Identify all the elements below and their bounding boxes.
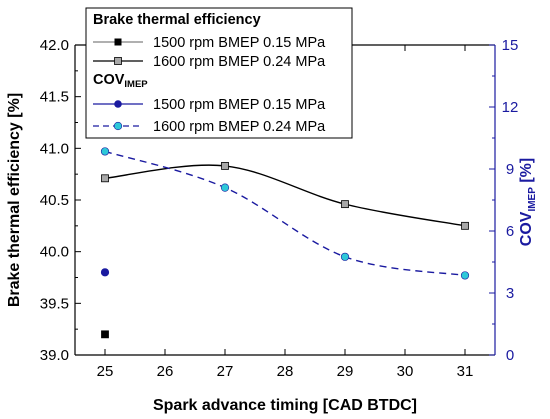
series-point-4 [460, 271, 470, 280]
legend-group2-title-sub: IMEP [124, 79, 148, 90]
series-point-2 [341, 200, 349, 209]
series-point-2 [221, 161, 229, 170]
y-right-tick-label: 15 [502, 37, 519, 54]
legend-group2-title: COVIMEP [93, 72, 148, 90]
x-tick-label: 25 [97, 363, 114, 380]
y-axis-left-title: Brake thermal efficiency [%] [6, 93, 23, 307]
axes: 25 26 27 28 29 30 3139.039.540.040.541.041.542… [40, 37, 519, 380]
x-tick-label: 26 [157, 363, 174, 380]
legend-label-1: 1500 rpm BMEP 0.15 MPa [153, 35, 326, 51]
x-tick-label: 29 [337, 363, 354, 380]
x-tick-label: 30 [397, 363, 414, 380]
y-left-tick-label: 40.0 [40, 244, 69, 261]
y-right-tick-label: 0 [506, 347, 514, 364]
legend-label-2: 1600 rpm BMEP 0.24 MPa [153, 54, 326, 70]
legend-label-3: 1500 rpm BMEP 0.15 MPa [153, 97, 326, 113]
legend-label-4: 1600 rpm BMEP 0.24 MPa [153, 119, 326, 135]
y-left-tick-label: 41.0 [40, 140, 69, 157]
y-left-tick-label: 39.5 [40, 295, 69, 312]
series-markers [100, 147, 470, 339]
legend-marker-1 [114, 38, 122, 46]
y-axis-right-title-sub: IMEP [527, 187, 538, 212]
legend-group1-title: Brake thermal efficiency [93, 12, 261, 28]
series-point-2 [101, 174, 109, 183]
series-point-4 [220, 183, 230, 192]
y-axis-right-title: COVIMEP [%] [518, 158, 538, 246]
y-left-tick-label: 40.5 [40, 192, 69, 209]
y-right-tick-label: 9 [506, 161, 514, 178]
x-tick-label: 27 [217, 363, 234, 380]
series-point-4 [100, 147, 110, 156]
x-axis-title: Spark advance timing [CAD BTDC] [153, 397, 417, 414]
legend-marker-3 [114, 100, 122, 108]
x-tick-label: 28 [277, 363, 294, 380]
y-right-tick-label: 6 [506, 223, 514, 240]
y-left-tick-label: 41.5 [40, 89, 69, 106]
series-line-4 [104, 150, 466, 277]
legend-group2-title-main: COV [93, 72, 125, 88]
y-right-tick-label: 3 [506, 285, 514, 302]
series-point-2 [461, 221, 469, 230]
y-axis-right-title-suffix: [%] [518, 158, 535, 187]
series-lines [104, 150, 466, 277]
series-point-1 [101, 330, 109, 339]
series-point-3 [100, 268, 110, 277]
y-left-tick-label: 39.0 [40, 347, 69, 364]
y-axis-right-title-main: COV [518, 211, 535, 246]
legend-marker-4 [113, 121, 123, 131]
x-tick-label: 31 [457, 363, 474, 380]
series-point-4 [340, 252, 350, 261]
series-line-2 [104, 164, 466, 227]
legend-marker-2 [114, 57, 122, 65]
legend: Brake thermal efficiency 1500 rpm BMEP 0… [85, 7, 353, 139]
y-left-tick-label: 42.0 [40, 37, 69, 54]
legend-box [85, 7, 353, 139]
y-right-tick-label: 12 [502, 99, 519, 116]
